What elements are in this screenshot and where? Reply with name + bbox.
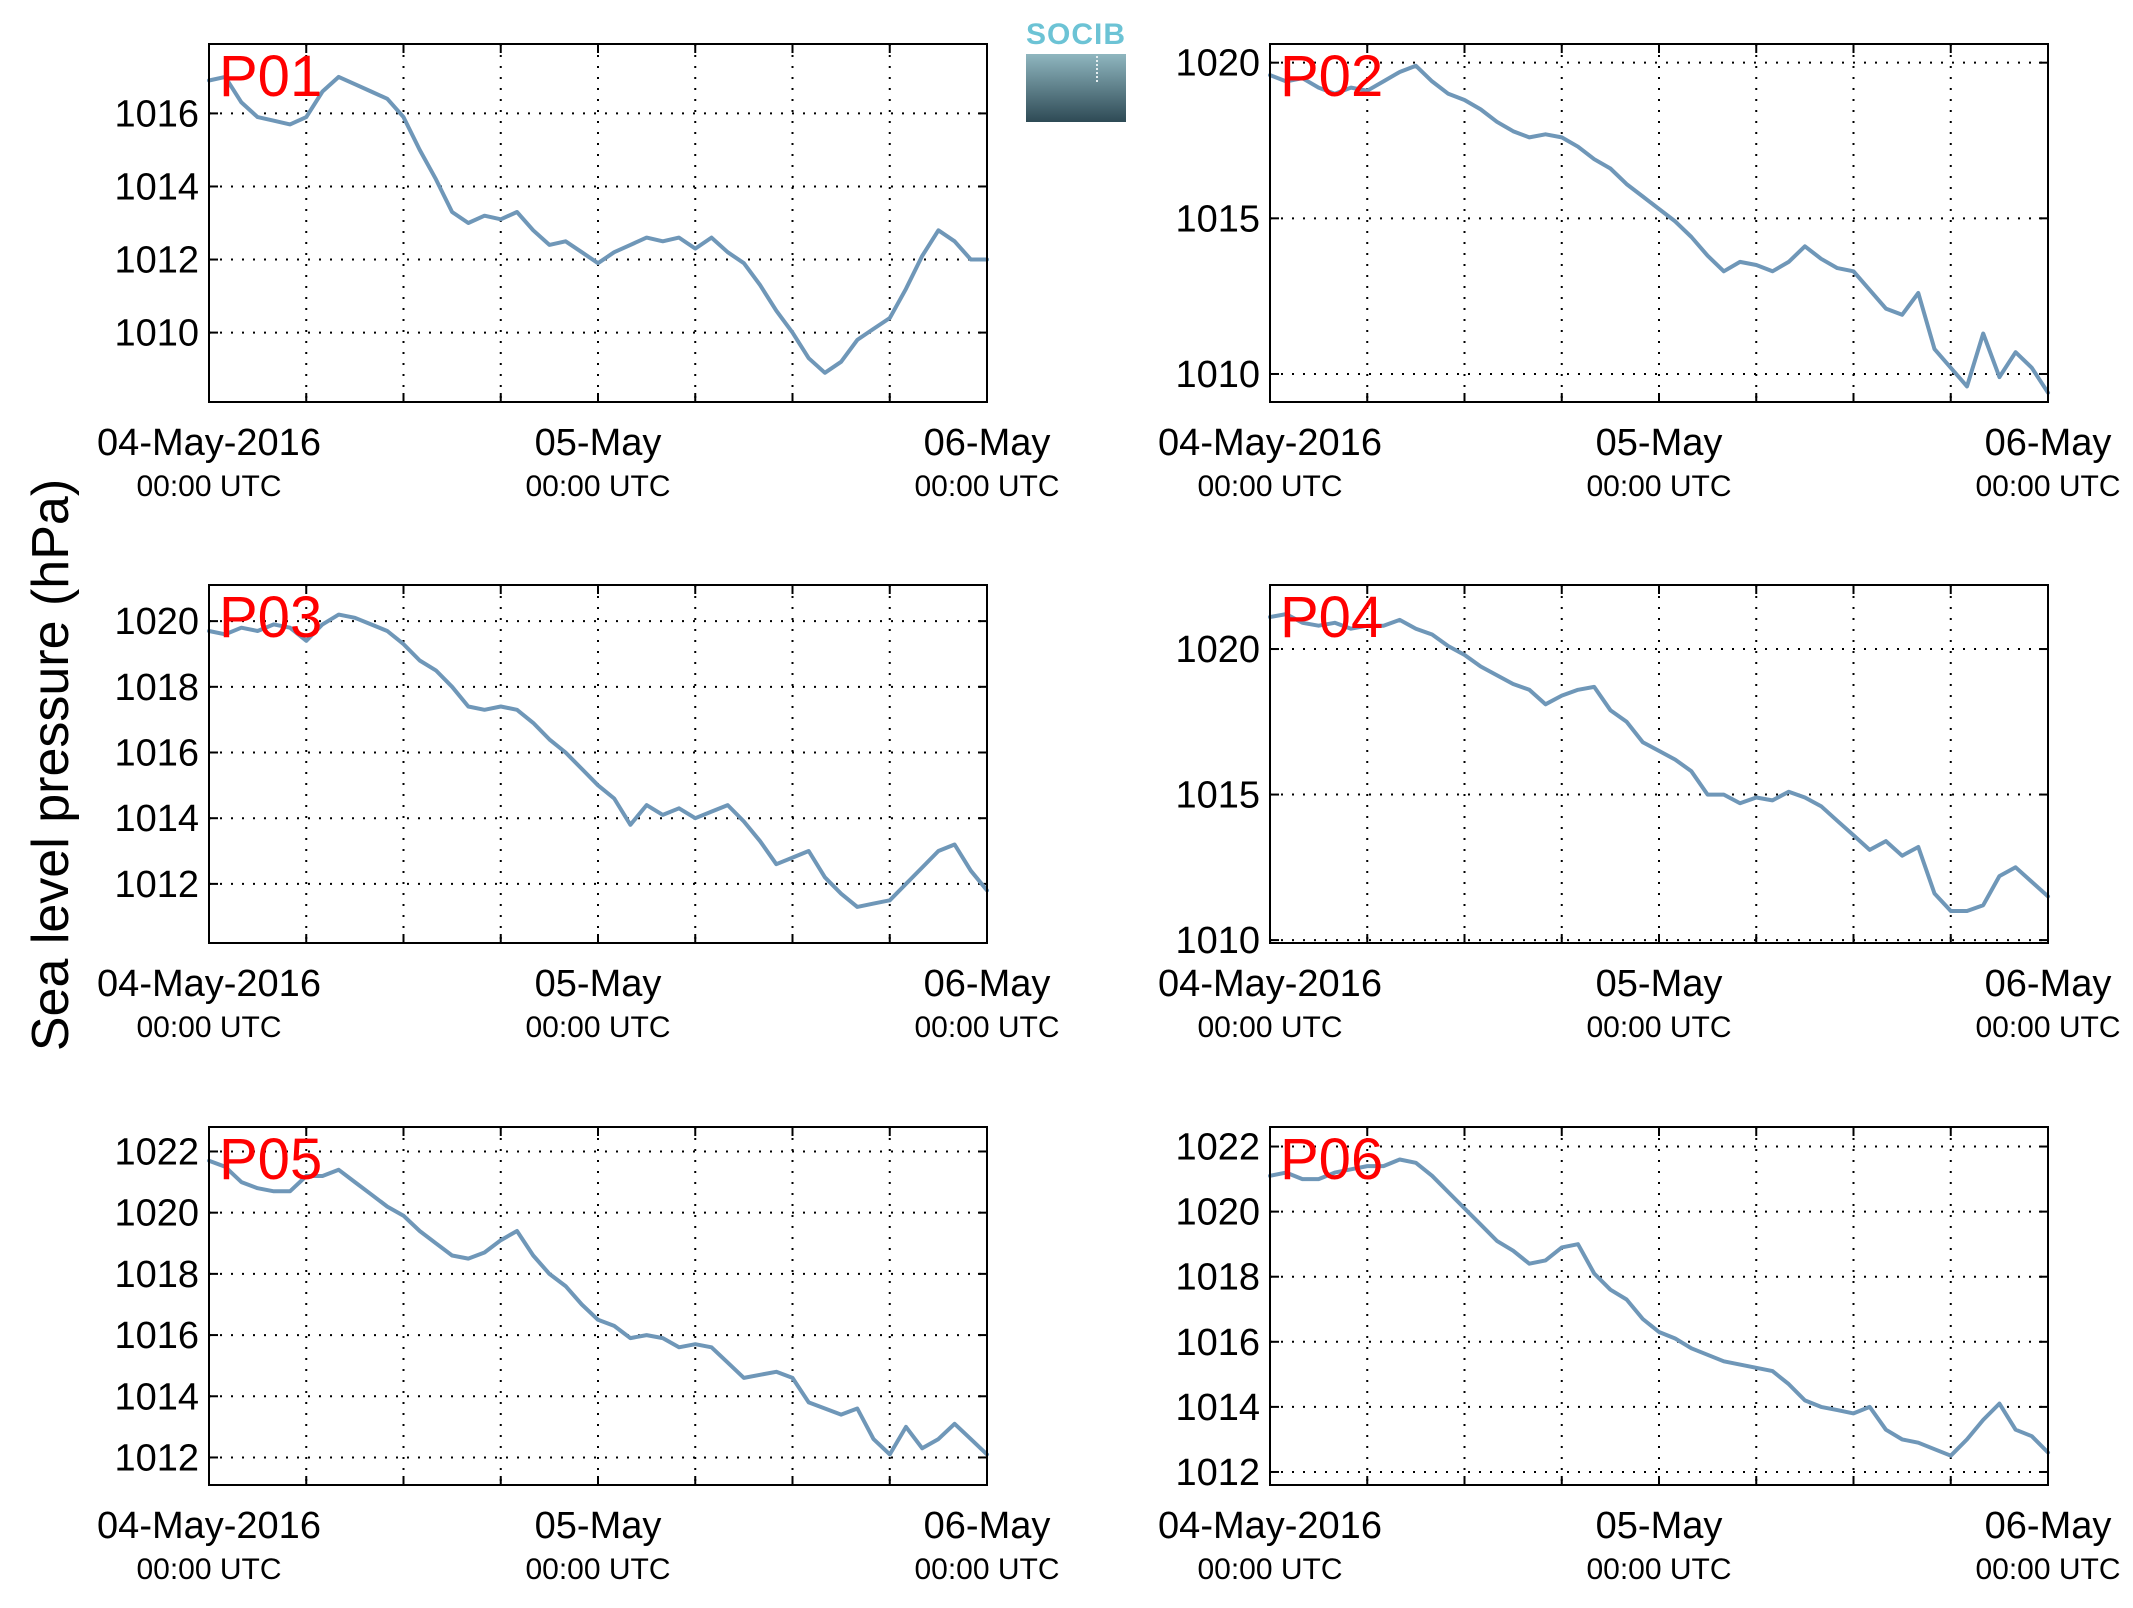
y-tick-label: 1016 bbox=[114, 733, 199, 775]
y-tick-label: 1010 bbox=[1175, 354, 1260, 396]
x-tick-time-label: 00:00 UTC bbox=[1197, 470, 1342, 503]
y-tick-label: 1018 bbox=[1175, 1257, 1260, 1299]
axes-frame bbox=[208, 43, 988, 403]
pressure-series-line bbox=[207, 74, 989, 375]
panel-label: P04 bbox=[1280, 585, 1383, 650]
x-tick-time-label: 00:00 UTC bbox=[1197, 1011, 1342, 1044]
y-tick-label: 1018 bbox=[114, 667, 199, 709]
panel-label: P02 bbox=[1280, 44, 1383, 109]
panel-label: P06 bbox=[1280, 1127, 1383, 1192]
y-tick-label: 1014 bbox=[114, 798, 199, 840]
x-tick-time-label: 00:00 UTC bbox=[136, 1011, 281, 1044]
axes-frame bbox=[1269, 43, 2049, 403]
x-tick-date-label: 04-May-2016 bbox=[97, 422, 321, 464]
panel-p02: 1010 1015 1020 04-May-2016 00:00 UTC 05-May 00… bbox=[1158, 43, 2120, 503]
logo-text: SOCIB bbox=[1026, 18, 1127, 51]
x-tick-date-label: 06-May bbox=[924, 1505, 1051, 1547]
axes-frame bbox=[208, 584, 988, 944]
socib-logo: SOCIB bbox=[1026, 16, 1126, 122]
x-tick-time-label: 00:00 UTC bbox=[136, 470, 281, 503]
x-tick-date-label: 04-May-2016 bbox=[1158, 422, 1382, 464]
y-tick-label: 1016 bbox=[114, 1315, 199, 1357]
panel-label: P03 bbox=[219, 585, 322, 650]
y-tick-label: 1012 bbox=[114, 240, 199, 282]
x-tick-time-label: 00:00 UTC bbox=[1586, 470, 1731, 503]
x-tick-time-label: 00:00 UTC bbox=[1586, 1011, 1731, 1044]
panel-label: P01 bbox=[219, 44, 322, 109]
x-tick-time-label: 00:00 UTC bbox=[1975, 1553, 2120, 1586]
x-tick-date-label: 05-May bbox=[535, 422, 662, 464]
x-tick-date-label: 06-May bbox=[1985, 422, 2112, 464]
y-tick-label: 1022 bbox=[1175, 1127, 1260, 1169]
x-tick-date-label: 06-May bbox=[924, 963, 1051, 1005]
y-tick-label: 1020 bbox=[1175, 1192, 1260, 1234]
axes-frame bbox=[1269, 1126, 2049, 1486]
y-tick-label: 1020 bbox=[114, 601, 199, 643]
y-tick-label: 1018 bbox=[114, 1254, 199, 1296]
x-tick-date-label: 04-May-2016 bbox=[97, 963, 321, 1005]
x-tick-date-label: 05-May bbox=[535, 1505, 662, 1547]
axes-frame bbox=[1269, 584, 2049, 944]
panel-p05: 1012 1014 1016 1018 1020 1022 04-May-2016 00:00… bbox=[97, 1126, 1060, 1586]
panel-p01: 1010 1012 1014 1016 04-May-2016 00:00 UTC 05-M… bbox=[97, 43, 1060, 503]
pressure-series-line bbox=[207, 1158, 989, 1457]
logo-dots bbox=[1096, 56, 1098, 82]
y-tick-label: 1010 bbox=[1175, 920, 1260, 962]
logo-graphic bbox=[1026, 54, 1126, 122]
y-tick-label: 1015 bbox=[1175, 775, 1260, 817]
y-tick-label: 1015 bbox=[1175, 198, 1260, 240]
x-tick-date-label: 05-May bbox=[1596, 963, 1723, 1005]
pressure-series-line bbox=[1268, 1157, 2050, 1458]
x-tick-time-label: 00:00 UTC bbox=[914, 470, 1059, 503]
x-tick-time-label: 00:00 UTC bbox=[1197, 1553, 1342, 1586]
pressure-series-line bbox=[1268, 63, 2050, 395]
x-tick-time-label: 00:00 UTC bbox=[525, 1553, 670, 1586]
x-tick-time-label: 00:00 UTC bbox=[1975, 1011, 2120, 1044]
panel-p03: 1012 1014 1016 1018 1020 04-May-2016 00:00 UTC… bbox=[97, 584, 1060, 1044]
x-tick-date-label: 06-May bbox=[924, 422, 1051, 464]
panel-label: P05 bbox=[219, 1127, 322, 1192]
y-tick-label: 1016 bbox=[1175, 1322, 1260, 1364]
y-tick-label: 1022 bbox=[114, 1131, 199, 1173]
y-tick-label: 1012 bbox=[114, 864, 199, 906]
x-tick-time-label: 00:00 UTC bbox=[525, 1011, 670, 1044]
axes-frame bbox=[208, 1126, 988, 1486]
x-tick-time-label: 00:00 UTC bbox=[914, 1553, 1059, 1586]
x-tick-date-label: 04-May-2016 bbox=[97, 1505, 321, 1547]
y-tick-label: 1020 bbox=[1175, 629, 1260, 671]
x-tick-time-label: 00:00 UTC bbox=[136, 1553, 281, 1586]
panel-p04: 1010 1015 1020 04-May-2016 00:00 UTC 05-May 00… bbox=[1158, 584, 2121, 1044]
pressure-series-line bbox=[207, 612, 989, 909]
y-tick-label: 1012 bbox=[1175, 1452, 1260, 1494]
y-tick-label: 1016 bbox=[114, 93, 199, 135]
y-tick-label: 1010 bbox=[114, 313, 199, 355]
x-tick-time-label: 00:00 UTC bbox=[1586, 1553, 1731, 1586]
panel-p06: 1012 1014 1016 1018 1020 1022 04-May-2016 00:00… bbox=[1158, 1126, 2121, 1586]
x-tick-date-label: 05-May bbox=[1596, 422, 1723, 464]
y-tick-label: 1014 bbox=[1175, 1387, 1260, 1429]
x-tick-time-label: 00:00 UTC bbox=[1975, 470, 2120, 503]
y-tick-label: 1014 bbox=[114, 166, 199, 208]
y-tick-label: 1020 bbox=[114, 1193, 199, 1235]
x-tick-time-label: 00:00 UTC bbox=[525, 470, 670, 503]
x-tick-date-label: 05-May bbox=[1596, 1505, 1723, 1547]
x-tick-date-label: 04-May-2016 bbox=[1158, 963, 1382, 1005]
y-tick-label: 1012 bbox=[114, 1437, 199, 1479]
x-tick-date-label: 06-May bbox=[1985, 963, 2112, 1005]
pressure-series-line bbox=[1268, 612, 2050, 913]
y-tick-label: 1014 bbox=[114, 1376, 199, 1418]
x-tick-date-label: 04-May-2016 bbox=[1158, 1505, 1382, 1547]
x-tick-time-label: 00:00 UTC bbox=[914, 1011, 1059, 1044]
x-tick-date-label: 05-May bbox=[535, 963, 662, 1005]
y-tick-label: 1020 bbox=[1175, 43, 1260, 85]
x-tick-date-label: 06-May bbox=[1985, 1505, 2112, 1547]
